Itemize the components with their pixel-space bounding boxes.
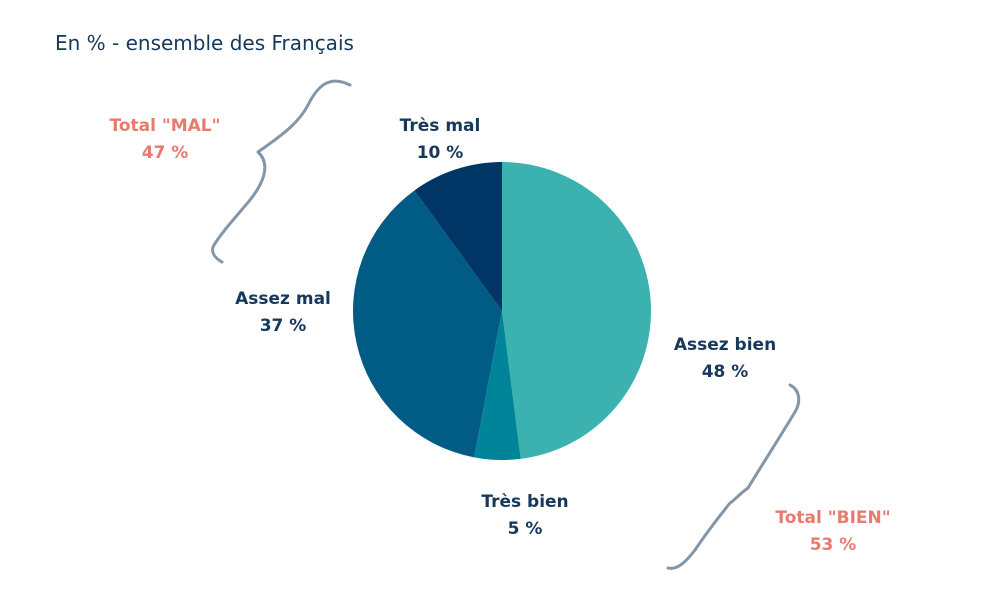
total-bien-label: Total "BIEN" — [775, 508, 890, 528]
pie-slice-tres-mal — [414, 162, 502, 311]
brace-total-bien — [666, 383, 801, 570]
slice-value-tres-mal: 10 % — [417, 143, 464, 163]
brace-total-mal — [211, 79, 352, 264]
pie-slice-tres-bien — [474, 311, 521, 461]
slice-label-assez-bien: Assez bien — [674, 335, 776, 355]
total-mal-value: 47 % — [142, 143, 189, 163]
pie-slice-assez-mal — [353, 190, 502, 458]
slice-value-tres-bien: 5 % — [508, 519, 543, 539]
pie-slices — [353, 162, 652, 461]
pie-slice-assez-bien — [502, 162, 652, 459]
slice-value-assez-bien: 48 % — [702, 362, 749, 382]
slice-label-tres-mal: Très mal — [400, 116, 481, 136]
total-mal-label: Total "MAL" — [110, 116, 221, 136]
slice-value-assez-mal: 37 % — [260, 316, 307, 336]
total-bien-value: 53 % — [810, 535, 857, 555]
chart-subtitle: En % - ensemble des Français — [55, 31, 354, 55]
slice-label-tres-bien: Très bien — [481, 492, 568, 512]
slice-label-assez-mal: Assez mal — [235, 289, 331, 309]
